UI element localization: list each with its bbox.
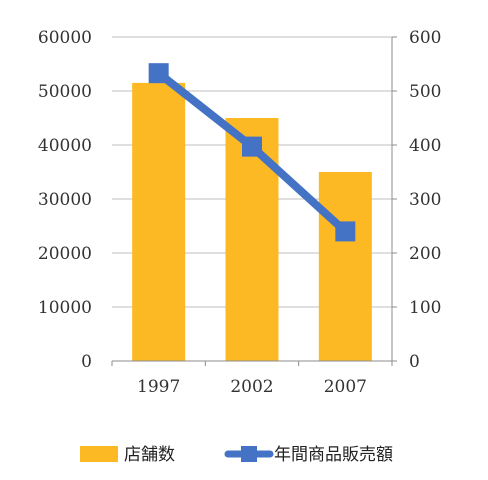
x-tick-label: 2002	[230, 377, 273, 397]
line-series	[148, 63, 356, 242]
right-axis-ticks: 0 100 200 300 400 500 600	[409, 28, 441, 372]
left-tick-label: 40000	[38, 136, 92, 156]
legend-bar-label: 店舗数	[124, 445, 175, 465]
left-axis-ticks: 0 10000 20000 30000 40000 50000 60000	[38, 28, 92, 372]
line-marker	[242, 136, 262, 157]
bar	[132, 82, 186, 362]
legend-bar-swatch	[80, 446, 118, 462]
left-tick-label: 60000	[38, 28, 92, 48]
left-tick-label: 20000	[38, 244, 92, 264]
right-tick-label: 200	[409, 244, 441, 264]
x-tick-label: 1997	[137, 377, 180, 397]
line-marker	[148, 63, 169, 84]
left-tick-label: 50000	[38, 82, 92, 102]
bar	[318, 172, 372, 361]
left-tick-label: 10000	[38, 298, 92, 318]
axes	[111, 36, 397, 366]
right-tick-label: 100	[409, 298, 441, 318]
line-marker	[335, 221, 356, 242]
x-axis-ticks: 1997 2002 2007	[137, 377, 367, 397]
right-tick-label: 400	[409, 136, 441, 156]
right-tick-label: 0	[409, 352, 420, 372]
right-tick-label: 500	[409, 82, 441, 102]
left-tick-label: 0	[81, 352, 92, 372]
right-tick-label: 300	[409, 190, 441, 210]
left-tick-label: 30000	[38, 190, 92, 210]
legend-line-marker	[241, 446, 257, 462]
legend: 店舗数 年間商品販売額	[80, 445, 393, 465]
right-tick-label: 600	[409, 28, 441, 48]
x-tick-label: 2007	[324, 377, 367, 397]
legend-line-label: 年間商品販売額	[274, 445, 393, 465]
